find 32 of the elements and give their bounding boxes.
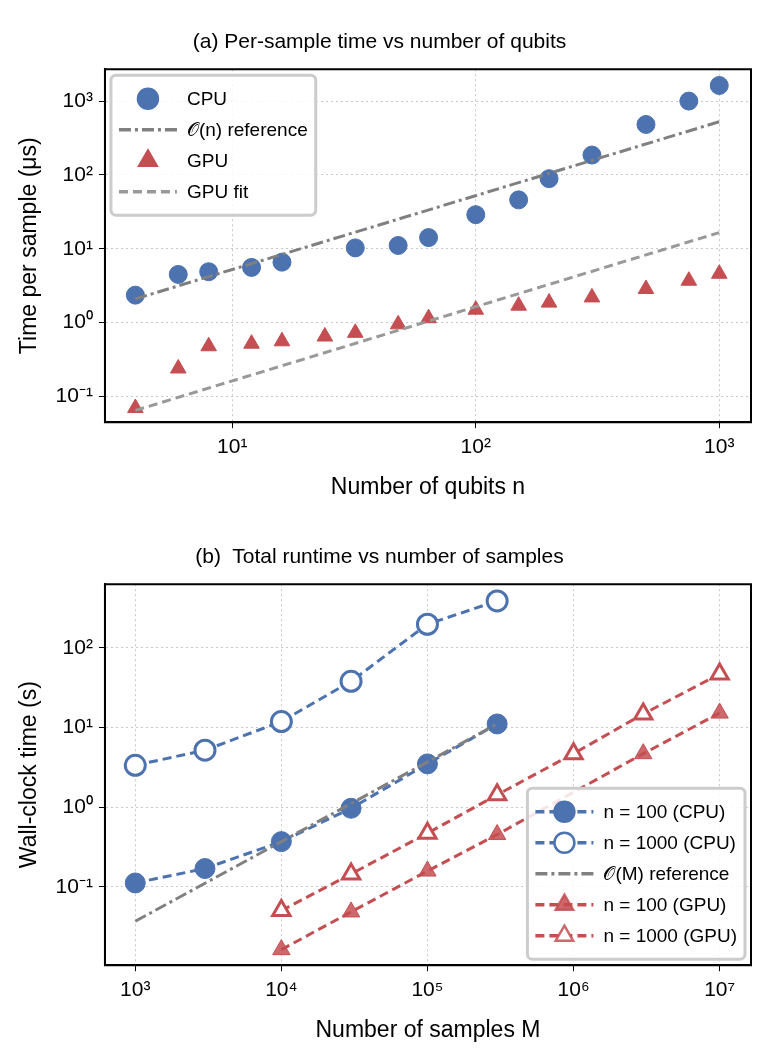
x-tick-label: 10⁷ [704,976,736,1000]
x-axis-title: Number of qubits n [330,472,526,499]
legend-label: 𝒪(n) reference [186,118,308,140]
legend-label: 𝒪(M) reference [603,862,730,884]
x-tick-label: 10⁴ [265,976,298,1000]
x-tick-label: 10¹ [217,433,248,457]
y-tick-label: 10² [62,634,93,658]
y-tick-label: 10⁻¹ [55,873,93,897]
chart-title: (a) Per-sample time vs number of qubits [192,29,567,53]
x-tick-label: 10⁶ [557,976,590,1000]
legend-label: n = 100 (GPU) [603,893,727,915]
y-axis-title: Time per sample (μs) [15,137,42,355]
legend-label: GPU fit [186,180,249,202]
y-tick-label: 10¹ [62,714,93,738]
legend-label: n = 1000 (GPU) [603,924,737,946]
x-tick-label: 10² [460,433,491,457]
legend-label: n = 100 (CPU) [603,800,726,822]
chart-title: (b) Total runtime vs number of samples [195,544,564,568]
y-tick-label: 10³ [62,87,93,111]
legend-label: n = 1000 (CPU) [603,831,736,853]
x-axis-title: Number of samples M [315,1015,541,1042]
y-tick-label: 10⁻¹ [55,383,93,407]
y-tick-label: 10² [62,161,93,185]
y-tick-label: 10⁰ [62,309,93,333]
x-tick-label: 10⁵ [411,976,444,1000]
x-tick-label: 10³ [704,433,735,457]
legend-label: CPU [186,87,228,109]
y-tick-label: 10⁰ [62,794,93,818]
y-axis-title: Wall-clock time (s) [15,681,42,869]
y-tick-label: 10¹ [62,235,93,259]
x-tick-label: 10³ [120,976,151,1000]
legend-label: GPU [186,149,229,171]
